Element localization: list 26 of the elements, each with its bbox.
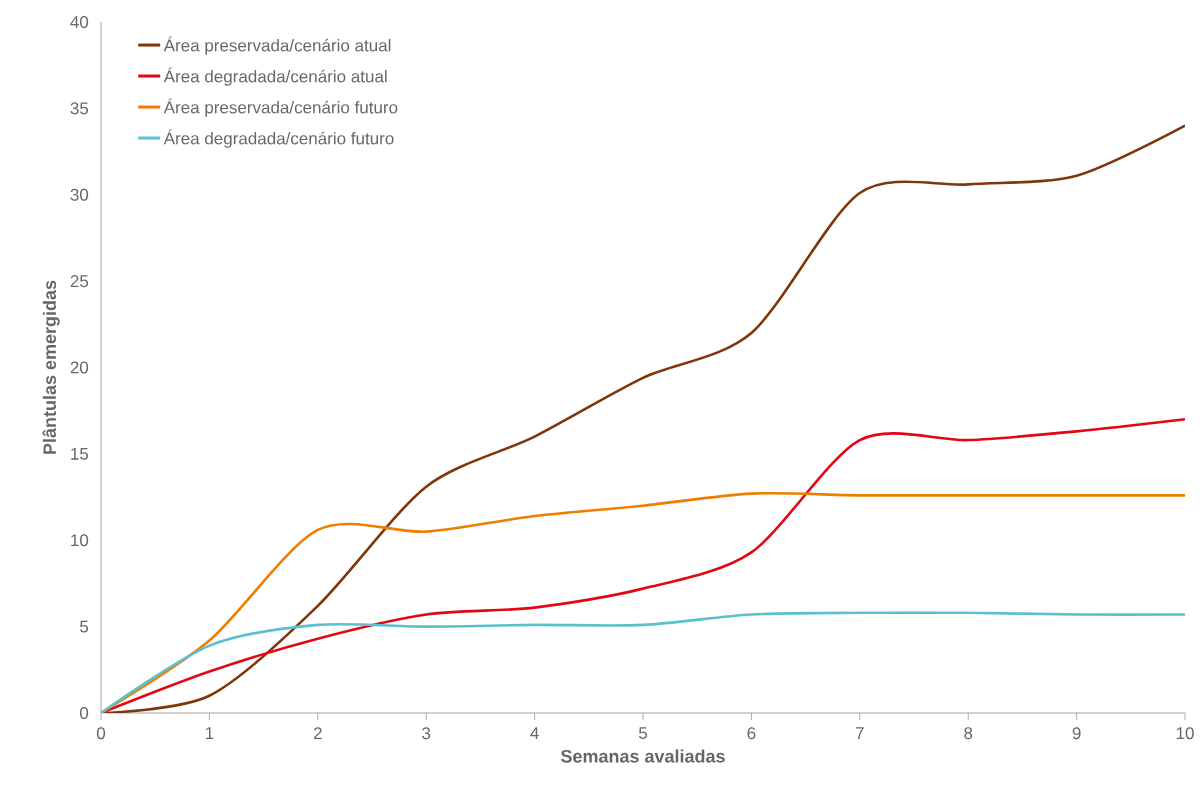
- legend-label: Área degradada/cenário atual: [163, 67, 387, 86]
- y-tick-label: 25: [70, 275, 89, 288]
- y-tick-label: 15: [71, 447, 89, 460]
- x-tick-label: 0: [96, 727, 106, 740]
- x-axis-title: Semanas avaliadas: [560, 749, 725, 763]
- x-tick-label: 3: [422, 727, 431, 740]
- x-tick-label: 5: [638, 727, 648, 740]
- legend-label: Área preservada/cenário atual: [163, 36, 391, 55]
- x-tick-label: 8: [964, 727, 973, 740]
- y-tick-label: 40: [70, 15, 89, 29]
- legend-label: Área preservada/cenário futuro: [163, 98, 398, 117]
- x-tick-label: 2: [313, 727, 322, 740]
- x-tick-label: 7: [855, 727, 864, 739]
- y-tick-label: 30: [70, 188, 89, 201]
- x-tick-label: 6: [747, 727, 756, 740]
- y-axis-title: Plântulas emergidas: [42, 280, 60, 454]
- y-tick-label: 35: [70, 102, 89, 115]
- y-tick-label: 5: [80, 620, 89, 633]
- legend-label: Área degradada/cenário futuro: [163, 129, 394, 148]
- y-tick-label: 10: [71, 534, 89, 547]
- x-tick-label: 10: [1176, 727, 1194, 740]
- x-tick-label: 1: [205, 727, 214, 739]
- x-tick-label: 9: [1072, 727, 1081, 740]
- y-tick-label: 0: [80, 706, 89, 720]
- x-tick-label: 4: [530, 727, 539, 739]
- y-tick-label: 20: [70, 361, 89, 374]
